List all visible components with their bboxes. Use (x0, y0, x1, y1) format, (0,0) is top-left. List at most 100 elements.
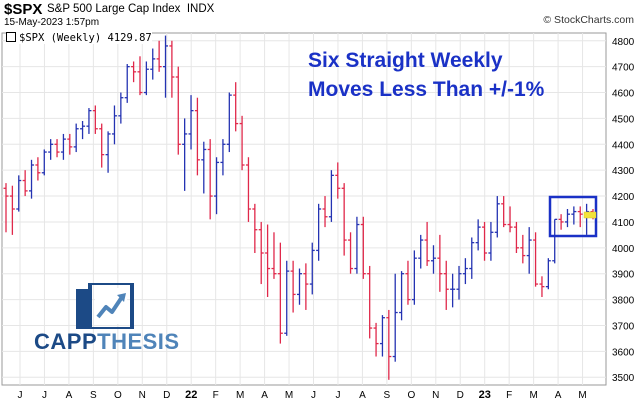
ohlc-bar (60, 133, 66, 160)
ohlc-bar (564, 209, 570, 228)
vertical-gridlines (19, 33, 584, 385)
x-tick-label: 22 (185, 389, 197, 401)
ohlc-bar (577, 206, 583, 228)
x-tick-label: A (66, 390, 73, 401)
ohlc-bar (488, 221, 494, 261)
y-tick-label: 3500 (612, 373, 635, 384)
chart-header: $SPX S&P 500 Large Cap Index INDX 15-May… (2, 0, 638, 32)
ohlc-bar (526, 227, 532, 274)
capp-thesis-logo: CAPPTHESIS (30, 283, 180, 354)
ohlc-bar (220, 139, 226, 176)
ohlc-bar (156, 40, 162, 72)
ohlc-bar (335, 162, 341, 199)
ohlc-bar (430, 245, 436, 274)
ohlc-bar (392, 273, 398, 362)
y-tick-label: 4300 (612, 166, 635, 177)
ohlc-bar (3, 183, 9, 233)
ohlc-bar (539, 276, 545, 297)
ohlc-bar (252, 203, 258, 253)
ohlc-bars (3, 35, 596, 380)
ohlc-bar (520, 234, 526, 264)
ohlc-bar (124, 64, 130, 103)
ohlc-bar (475, 219, 481, 251)
ohlc-bar (545, 258, 551, 290)
exchange-code: INDX (186, 3, 215, 15)
ohlc-bar (54, 139, 60, 158)
y-tick-label: 4500 (612, 114, 635, 125)
ohlc-bar (513, 221, 519, 253)
ohlc-bar (271, 232, 277, 279)
x-tick-label: D (163, 390, 170, 401)
ohlc-bar (424, 221, 430, 266)
ohlc-bar (469, 237, 475, 279)
ohlc-bar (494, 196, 500, 238)
ohlc-bar (131, 61, 137, 83)
x-tick-label: J (335, 390, 340, 401)
ohlc-bar (143, 61, 149, 96)
x-tick-label: A (359, 390, 366, 401)
ohlc-bar (322, 196, 328, 228)
ohlc-bar (303, 263, 309, 310)
y-tick-label: 4400 (612, 140, 635, 151)
chart-growth-icon (76, 283, 134, 329)
ohlc-bar (462, 258, 468, 285)
ohlc-bar (558, 214, 564, 230)
x-tick-label: 23 (479, 389, 491, 401)
ohlc-bar (348, 232, 354, 274)
ohlc-bar (86, 108, 92, 134)
index-full-name: S&P 500 Large Cap Index (47, 3, 181, 15)
ohlc-bar (328, 170, 334, 222)
ohlc-bar (48, 139, 54, 160)
ohlc-bar (482, 221, 488, 261)
ohlc-bar (175, 66, 181, 155)
ohlc-bar (233, 82, 239, 132)
x-tick-label: M (529, 390, 537, 401)
y-axis-tick-labels: 3500 3600 3700 3800 3900 4000 4100 4200 4300 4400… (612, 37, 635, 384)
ohlc-bar (386, 309, 392, 380)
ohlc-bar (118, 92, 124, 124)
y-tick-label: 4100 (612, 218, 635, 229)
x-tick-label: A (555, 390, 562, 401)
ohlc-bar (150, 48, 156, 80)
ohlc-bar (297, 268, 302, 305)
ohlc-bar (265, 224, 271, 297)
ohlc-bar (207, 139, 213, 220)
x-tick-label: O (114, 390, 122, 401)
ohlc-bar (277, 242, 283, 344)
ohlc-bar (137, 56, 143, 96)
chart-date: 15-May-2023 1:57pm (4, 17, 100, 28)
x-tick-label: M (236, 390, 244, 401)
ohlc-bar (552, 218, 558, 264)
legend-checkbox-icon[interactable] (6, 32, 16, 42)
x-axis-tick-labels: J J A S O N D 22 F M A M J J A S O N D 23 F M A M (18, 389, 587, 401)
ohlc-bar (399, 271, 405, 321)
ohlc-bar (258, 221, 264, 285)
ohlc-bar (194, 97, 200, 176)
x-tick-label: J (18, 390, 23, 401)
ohlc-bar (373, 322, 379, 357)
annotation-line-2: Moves Less Than +/-1% (308, 78, 545, 101)
x-tick-label: M (578, 390, 586, 401)
y-tick-label: 3700 (612, 321, 635, 332)
logo-word-thesis: THESIS (97, 329, 180, 354)
ohlc-bar (501, 196, 507, 228)
x-tick-label: N (432, 390, 439, 401)
ohlc-bar (163, 35, 169, 98)
ohlc-bar (341, 183, 347, 256)
y-tick-label: 3600 (612, 347, 635, 358)
ohlc-bar (41, 149, 47, 176)
ohlc-bar (226, 92, 232, 153)
ohlc-bar (450, 273, 456, 308)
ohlc-bar (239, 115, 245, 171)
y-tick-label: 4800 (612, 37, 635, 48)
ohlc-bar (290, 260, 296, 313)
ohlc-bar (22, 170, 28, 197)
ohlc-bar (437, 234, 443, 292)
ohlc-bar (533, 232, 539, 287)
ohlc-bar (169, 40, 175, 98)
ohlc-bar (80, 121, 86, 140)
ohlc-bar (571, 206, 577, 225)
ohlc-bar (105, 131, 111, 173)
ohlc-bar (92, 105, 98, 134)
